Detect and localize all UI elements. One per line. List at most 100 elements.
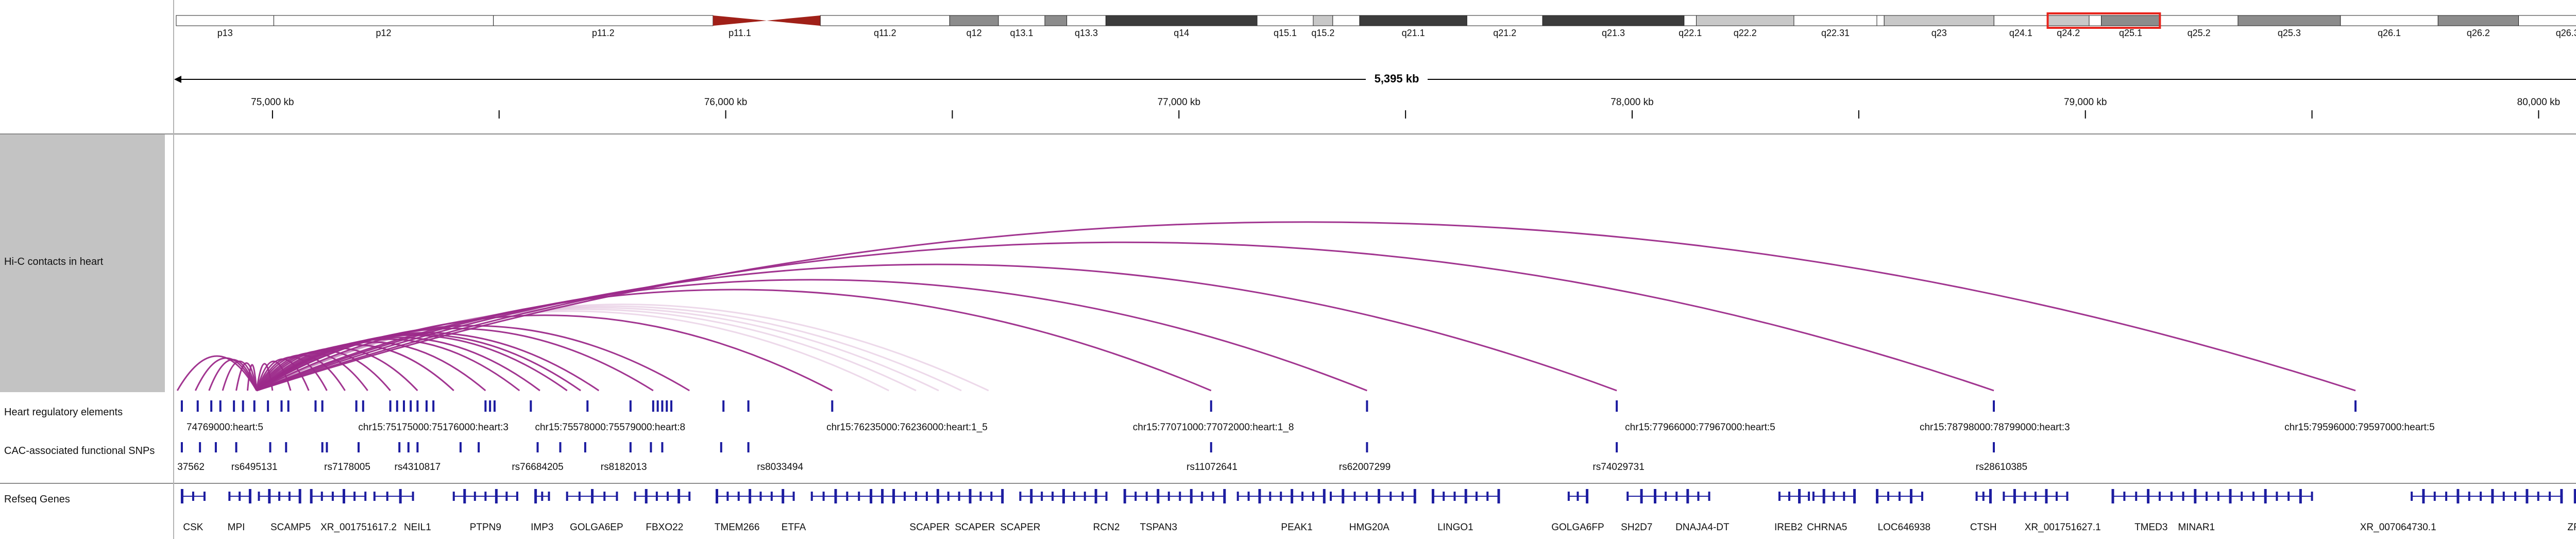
data-tracks[interactable]: 74769000:heart:5 chr15:75175000:75176000:… [174,134,2576,483]
gene-exon [645,489,648,503]
band-q24.3 [2089,15,2102,26]
gene-exon [2241,492,2243,501]
gene-exon [1464,489,1467,503]
gene-label: LOC646938 [1878,522,1930,533]
hic-track-name-box[interactable]: Hi-C contacts in heart [0,134,165,392]
refseq-genes-track[interactable]: CSK MPI SCAMP5 XR_001751617.2 NEIL1 PTPN9 IMP3… [174,484,2576,539]
gene-exon [1497,489,1500,503]
snp-marker [459,442,462,452]
gene-exon [1030,489,1033,503]
gene-exon [1577,492,1579,501]
gene-label: SCAPER [1000,522,1040,533]
header-panel: p13 p12 p11.2 p11.1 q11.2 q12 q13.1 q13.3 q14 q15… [0,0,2576,134]
gene-exon [1247,492,1250,501]
gene-exon [688,492,691,501]
band-label: q11.2 [874,28,896,38]
band-label: q25.1 [2119,28,2142,38]
regulatory-element [389,400,392,412]
gene-exon [1431,489,1434,503]
gene-exon [1812,492,1815,501]
band-q22.32 [1876,15,1885,26]
gene-exon [1653,489,1656,503]
gene-label: PTPN9 [470,522,501,533]
name-pane-divider[interactable] [173,0,174,539]
regulatory-label: chr15:75578000:75579000:heart:8 [535,422,685,433]
regulatory-element [629,400,632,412]
regulatory-element [586,400,589,412]
regulatory-element [210,400,213,412]
gene-exon [1697,492,1700,501]
chromosome-ideogram[interactable]: p13 p12 p11.2 p11.1 q11.2 q12 q13.1 q13.3 q14 q15… [174,0,2576,46]
gene-exon [1833,492,1835,501]
band-q25.2 [2159,15,2239,26]
regulatory-element [484,400,487,412]
gene-exon [1475,492,1478,501]
gene-label: MINAR1 [2178,522,2215,533]
gene-label: XR_001751617.2 [320,522,397,533]
band-label: q21.3 [1602,28,1625,38]
gene-name-pane: Refseq Genes [0,484,173,539]
band-label: q12 [967,28,982,38]
band-label: q24.1 [2009,28,2032,38]
gene-label: TMEM266 [715,522,760,533]
gene-exon [969,489,972,503]
band-label: p13 [217,28,233,38]
gene-exon [846,492,849,501]
gene-exon [2182,492,2184,501]
band-q13.1 [998,15,1045,26]
band-q26.1 [2340,15,2438,26]
snp-marker [1210,442,1212,452]
snp-marker [321,442,324,452]
gene-exon [1876,489,1879,503]
ruler-label: 78,000 kb [1611,97,1653,108]
gene-exon [1123,489,1126,503]
ruler-label: 76,000 kb [704,97,747,108]
band-label: p11.1 [728,28,751,38]
band-q25.1 [2101,15,2160,26]
gene-exon [2003,492,2005,501]
gene-exon [958,492,960,501]
snps-track-name[interactable]: CAC-associated functional SNPs [4,445,155,457]
gene-exon [364,492,367,501]
gene-exon [655,492,658,501]
gene-exon [1291,489,1294,503]
regulatory-track-name[interactable]: Heart regulatory elements [4,407,123,418]
gene-exon [463,489,466,503]
regulatory-element [1366,400,1368,412]
gene-exon [2299,489,2302,503]
gene-exon [947,492,950,501]
regulatory-element [1616,400,1618,412]
gene-exon [1041,492,1043,501]
gene-exon [373,492,376,501]
band-q15.2 [1313,15,1333,26]
hic-contact-faint [256,305,962,392]
genes-track-name[interactable]: Refseq Genes [4,494,70,505]
band-label: q26.3 [2556,28,2576,38]
regulatory-label: chr15:79596000:79597000:heart:5 [2284,422,2435,433]
band-label: q26.2 [2467,28,2490,38]
band-label: q26.1 [2378,28,2401,38]
genomic-ruler[interactable]: 5,395 kb 75,000 kb 76,000 kb 77,000 kb 78,00… [174,46,2576,134]
snp-marker [650,442,652,452]
regulatory-element [253,400,256,412]
gene-exon [1788,492,1790,501]
gene-exon [666,492,669,501]
regulatory-element [530,400,532,412]
gene-exon [1105,492,1108,501]
band-label: q25.2 [2188,28,2211,38]
snp-label: rs8182013 [601,462,647,473]
gene-exon [505,492,508,501]
gene-exon [192,492,194,501]
snp-marker [559,442,562,452]
ruler-label: 77,000 kb [1158,97,1200,108]
gene-exon [936,489,939,503]
gene-exon [2549,492,2551,501]
gene-exon [1258,489,1261,503]
gene-exon [2158,492,2161,501]
regulatory-element [666,400,668,412]
gene-exon [2013,489,2016,503]
band-q13.2 [1044,15,1067,26]
gene-exon [2276,492,2278,501]
gene-exon [239,492,241,501]
snp-marker [358,442,360,452]
